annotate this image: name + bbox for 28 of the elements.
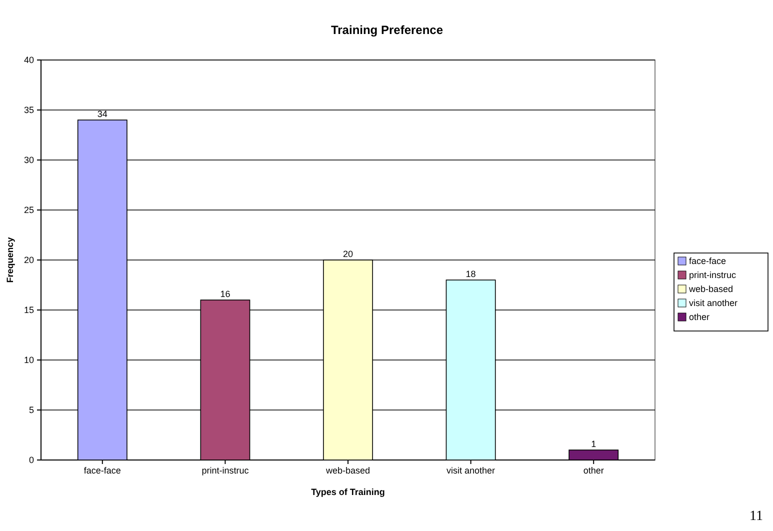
x-tick-label: web-based bbox=[324, 465, 370, 476]
y-tick-label: 20 bbox=[24, 254, 34, 265]
data-label: 1 bbox=[591, 439, 596, 449]
data-label: 18 bbox=[466, 269, 476, 279]
x-tick-label: face-face bbox=[84, 465, 121, 476]
text: 11 bbox=[750, 509, 763, 524]
y-tick-label: 5 bbox=[28, 404, 34, 415]
legend-label: other bbox=[689, 312, 710, 322]
y-tick-label: 15 bbox=[24, 304, 34, 315]
y-tick-label: 40 bbox=[24, 54, 34, 65]
data-label: 34 bbox=[97, 109, 108, 119]
x-tick-label: visit another bbox=[446, 465, 496, 476]
x-tick-label: other bbox=[583, 465, 604, 476]
y-axis-title: Frequency bbox=[5, 237, 15, 283]
y-tick-label: 25 bbox=[24, 204, 34, 215]
y-tick-label: 30 bbox=[24, 154, 34, 165]
data-label: 20 bbox=[342, 249, 354, 259]
y-tick-label: 0 bbox=[28, 454, 34, 465]
x-axis-title: Types of Training bbox=[311, 487, 385, 497]
y-tick-label: 10 bbox=[24, 354, 34, 365]
legend-label: face-face bbox=[689, 256, 726, 266]
legend-label: web-based bbox=[688, 284, 734, 294]
data-label: 16 bbox=[220, 289, 230, 299]
legend-label: visit another bbox=[689, 298, 738, 308]
chart-title: Training Preference bbox=[330, 23, 444, 37]
legend-label: print-instruc bbox=[689, 270, 737, 280]
y-tick-label: 35 bbox=[24, 104, 34, 115]
x-tick-label: print-instruc bbox=[202, 465, 250, 476]
